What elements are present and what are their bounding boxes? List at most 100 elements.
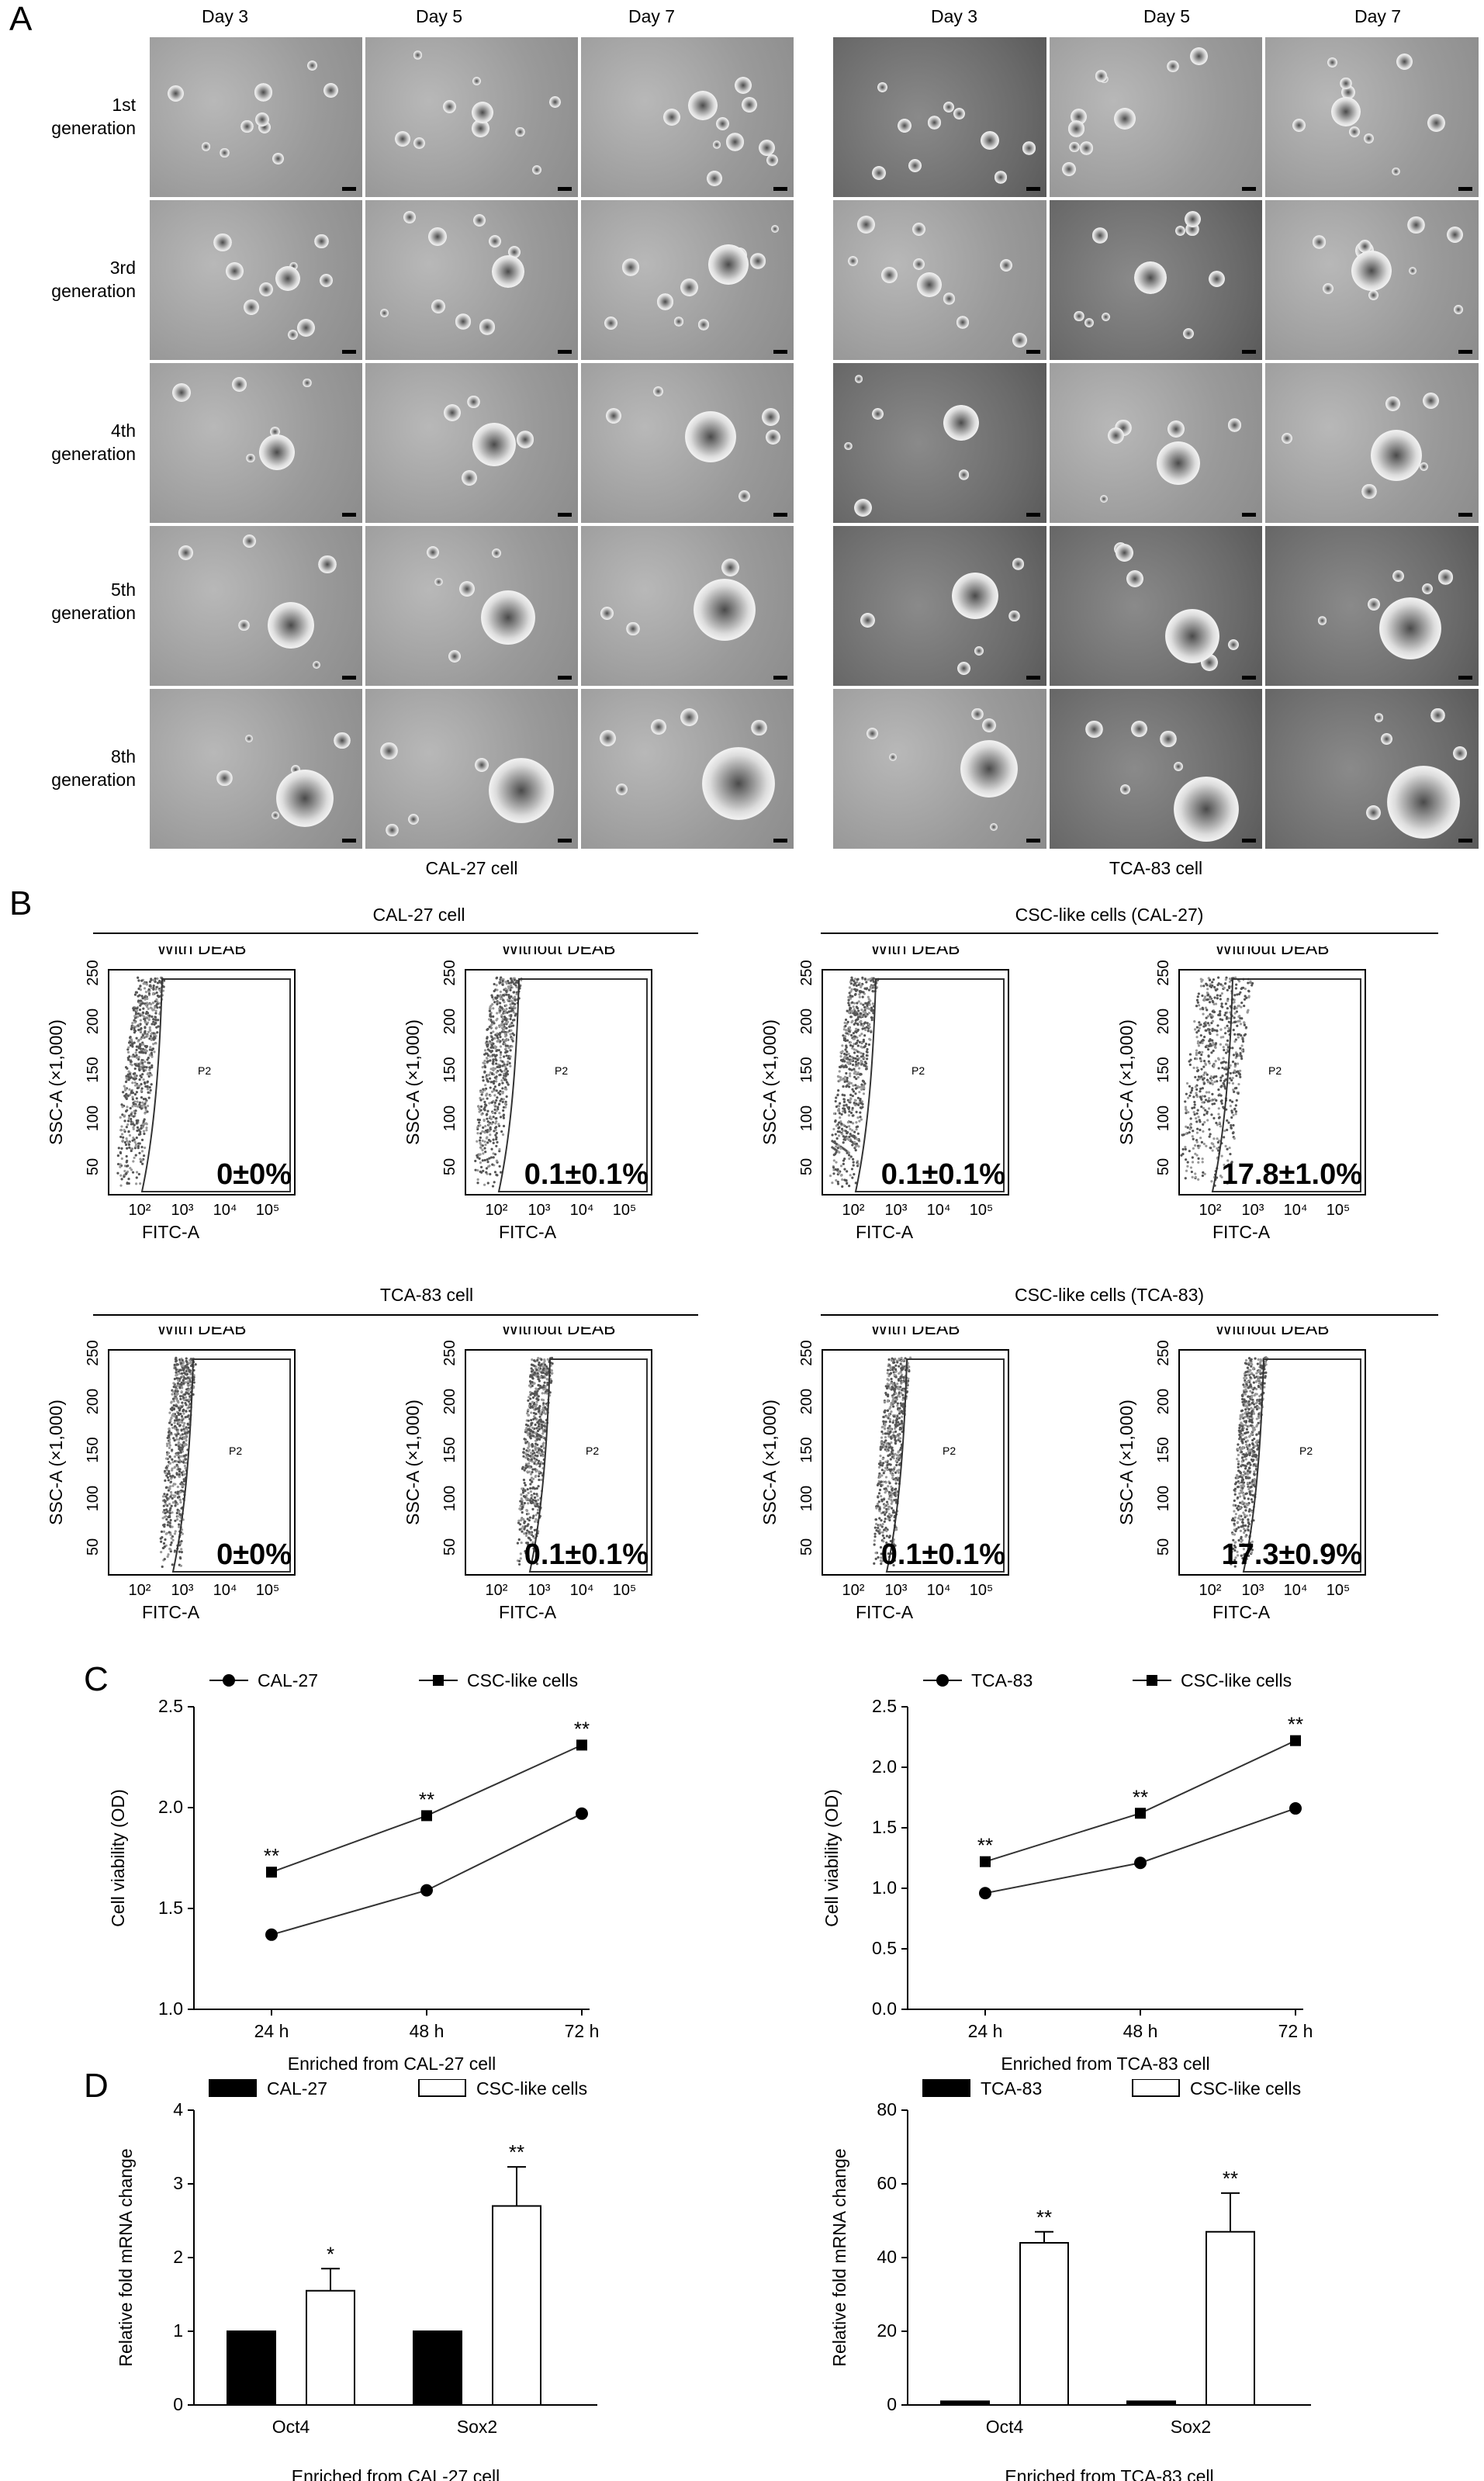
micrograph [833, 526, 1046, 686]
cell-sphere [472, 119, 489, 137]
y-axis-label: Cell viability (OD) [108, 1789, 128, 1927]
micrograph [581, 200, 794, 360]
cell-sphere [413, 50, 423, 60]
cell-sphere [694, 579, 756, 642]
event-dots [159, 1356, 197, 1569]
cell-sphere [1174, 762, 1183, 771]
cell-sphere [407, 813, 419, 825]
positive-percentage: 0.1±0.1% [881, 1158, 1005, 1191]
mrna-chart-tca83: 0 20 40 60 80 Relative fold mRNA change Enrich… [829, 2079, 1311, 2481]
gate-p2 [854, 978, 1005, 1192]
day-header: Day 7 [628, 6, 676, 26]
cell-sphere [531, 165, 541, 175]
scale-bar [1458, 187, 1472, 191]
cell-sphere [219, 147, 230, 158]
y-tick-label: 200 [798, 1389, 815, 1414]
flow-group-header: CAL-27 cell [372, 905, 465, 925]
y-tick-label: 2.5 [158, 1696, 183, 1716]
y-tick-label: 1.5 [872, 1817, 897, 1837]
x-tick-label: 10⁵ [970, 1582, 994, 1599]
cell-sphere [431, 299, 445, 313]
cell-sphere [201, 142, 211, 151]
event-dots [828, 976, 880, 1189]
significance-mark: ** [419, 1787, 434, 1811]
y-tick-label: 1.0 [872, 1877, 897, 1898]
cell-sphere [226, 262, 244, 280]
x-axis-label: FITC-A [142, 1222, 200, 1242]
micrograph [833, 37, 1046, 197]
scale-bar [558, 676, 572, 680]
cell-sphere [742, 96, 757, 112]
series-line [271, 1812, 583, 1936]
cell-sphere [296, 319, 315, 337]
cell-sphere [474, 757, 489, 773]
cell-sphere [956, 315, 970, 329]
panel-label-b: B [9, 884, 33, 922]
scale-bar [1026, 839, 1040, 843]
cell-sphere [974, 645, 984, 656]
cell-sphere [314, 234, 329, 249]
cell-sphere [1134, 261, 1167, 295]
generation-label: 3rd generation [51, 258, 136, 301]
y-tick-label: 150 [441, 1437, 458, 1462]
y-tick-label: 60 [877, 2173, 897, 2193]
cell-sphere [897, 119, 912, 133]
cell-sphere [275, 770, 334, 828]
micrograph [150, 37, 362, 197]
significance-mark: ** [509, 2140, 524, 2164]
significance-mark: ** [1036, 2206, 1052, 2229]
bar [1206, 2230, 1255, 2406]
cell-sphere [240, 119, 254, 133]
cell-sphere [243, 299, 260, 316]
cell-sphere [853, 498, 872, 517]
micrograph-grid-tca83 [833, 37, 1479, 849]
cell-sphere [994, 171, 1007, 184]
cell-sphere [1130, 720, 1147, 737]
flow-condition-label: With DEAB [870, 946, 960, 958]
y-tick-label: 50 [441, 1538, 458, 1555]
cell-sphere [238, 619, 250, 631]
gate-p2 [171, 1358, 291, 1573]
micrograph [150, 526, 362, 686]
legend-label: CAL-27 [267, 2079, 327, 2099]
cell-sphere [1067, 120, 1085, 137]
x-tick-label: 48 h [410, 2021, 445, 2041]
cell-sphere [1084, 318, 1095, 328]
group-label-tca83: TCA-83 cell [1109, 858, 1203, 878]
data-point [1134, 1856, 1147, 1870]
cell-sphere [604, 317, 617, 330]
cell-sphere [673, 316, 684, 327]
micrograph [1049, 526, 1263, 686]
cell-sphere [455, 313, 472, 330]
data-point [265, 1928, 278, 1941]
x-tick-label: Sox2 [457, 2417, 497, 2437]
cell-sphere [739, 490, 751, 502]
y-tick-label: 250 [85, 960, 102, 985]
cell-sphere [491, 254, 524, 288]
y-axis-label: Relative fold mRNA change [116, 2148, 136, 2366]
legend-swatch [418, 2079, 466, 2097]
y-tick-label: 100 [85, 1106, 102, 1131]
cell-sphere [1008, 610, 1020, 622]
cell-sphere [472, 422, 516, 466]
x-axis-label: Enriched from CAL-27 cell [292, 2466, 500, 2481]
cell-sphere [721, 558, 739, 576]
plot-frame [108, 969, 296, 1196]
cell-sphere [216, 770, 233, 787]
legend-swatch [209, 2079, 257, 2097]
y-tick-label: 1 [173, 2320, 183, 2341]
legend-swatch [922, 2079, 970, 2097]
cell-sphere [989, 822, 998, 831]
cell-sphere [943, 102, 955, 113]
cell-sphere [1313, 235, 1327, 249]
cell-sphere [1340, 77, 1352, 89]
micrograph [1265, 37, 1479, 197]
y-tick-label: 40 [877, 2247, 897, 2267]
gate-label: P2 [1268, 1064, 1282, 1077]
x-tick-label: 10² [129, 1582, 151, 1599]
flow-plot: With DEAB P2 0±0% 250 200 150 100 50 SSC-A (×1,0… [46, 946, 296, 1242]
cell-sphere [1073, 310, 1084, 322]
y-tick-label: 250 [798, 1340, 815, 1365]
flow-plot: With DEAB P2 0.1±0.1% 250 200 150 100 50 SSC-A (… [759, 946, 1009, 1242]
cell-sphere [771, 225, 780, 234]
